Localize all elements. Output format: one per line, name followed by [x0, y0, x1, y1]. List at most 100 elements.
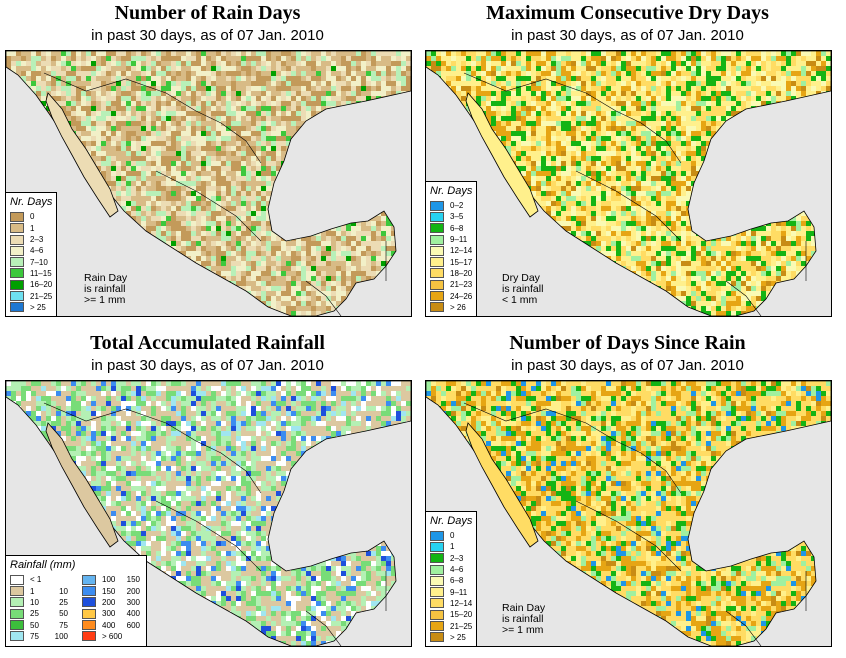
legend-swatch — [10, 586, 24, 597]
legend-item: 400 600 — [82, 619, 140, 631]
legend-title: Nr. Days — [10, 196, 53, 209]
legend-label: 21–25 — [30, 291, 53, 301]
panel-since-rain: Number of Days Since Rain in past 30 day… — [420, 330, 835, 652]
legend-label: 2–3 — [450, 553, 464, 563]
legend-item: 6–8 — [430, 223, 472, 234]
legend-item: 200 300 — [82, 597, 140, 608]
legend-item: 9–11 — [430, 587, 472, 598]
legend-item: 150 200 — [82, 586, 140, 597]
legend-swatch — [430, 211, 444, 222]
legend-item: 21–25 — [430, 620, 473, 632]
legend-swatch — [82, 574, 96, 585]
legend-item: 15–17 — [430, 257, 472, 268]
panel-subtitle: in past 30 days, as of 07 Jan. 2010 — [511, 357, 744, 374]
legend-range: 100 150 — [102, 575, 140, 585]
legend-range: 50 75 — [30, 620, 68, 630]
state-boundary — [43, 402, 262, 494]
legend-swatch — [10, 279, 24, 290]
legend-label: 9–11 — [450, 587, 468, 597]
legend-label: 15–20 — [450, 610, 473, 620]
legend-item: < 1 — [10, 574, 68, 585]
legend-label: 21–23 — [450, 280, 473, 290]
legend-item: 2–3 — [10, 234, 52, 245]
legend-swatch — [82, 620, 96, 631]
legend-swatch — [430, 291, 444, 302]
legend-item: 25 50 — [10, 608, 68, 619]
legend-item: > 25 — [10, 302, 52, 313]
panel-title: Number of Rain Days — [114, 2, 301, 24]
legend-item: 9–11 — [430, 234, 472, 245]
legend-range: 300 400 — [102, 609, 140, 619]
legend-item: 1 10 — [10, 586, 68, 597]
legend-item: 18–20 — [430, 268, 472, 279]
panel-rain-days: Number of Rain Days in past 30 days, as … — [0, 0, 415, 322]
legend-swatch — [10, 302, 24, 313]
legend-swatch — [430, 541, 444, 552]
legend-swatch — [430, 621, 444, 632]
legend-range: < 1 — [30, 575, 42, 585]
legend-item: 1 — [10, 223, 52, 234]
legend-swatch — [10, 291, 24, 302]
legend-label: 21–25 — [450, 621, 473, 631]
legend-swatch — [10, 245, 24, 256]
legend-label: 6–8 — [450, 223, 464, 233]
legend-swatch — [430, 268, 444, 279]
state-boundary — [575, 170, 682, 242]
legend-swatch — [10, 631, 24, 642]
state-boundary — [155, 500, 262, 572]
legend-label: 1 — [30, 223, 35, 233]
legend-swatch — [10, 223, 24, 234]
legend-item: 12–14 — [430, 245, 472, 256]
state-boundary — [463, 72, 682, 164]
legend-label: > 25 — [30, 302, 46, 312]
baja-peninsula — [465, 422, 539, 548]
legend-label: 12–14 — [450, 598, 473, 608]
legend-title: Nr. Days — [430, 515, 473, 528]
legend-item: 6–8 — [430, 575, 472, 586]
map-rain-days: Nr. Days 0 1 2–3 4–6 7–10 11–15 16–20 21–25 > 25… — [5, 50, 412, 317]
legend-item: > 26 — [430, 302, 472, 313]
legend-item: 10 25 — [10, 597, 68, 608]
legend-label: 0 — [450, 531, 455, 541]
legend-range: > 600 — [102, 631, 123, 641]
legend-label: 16–20 — [30, 280, 53, 290]
legend-swatch — [82, 608, 96, 619]
map-since-rain: Nr. Days 0 1 2–3 4–6 6–8 9–11 12–14 15–20 21–25 >… — [425, 380, 832, 647]
legend-label: 6–8 — [450, 576, 464, 586]
state-boundary — [155, 170, 262, 242]
map-dry-days: Nr. Days 0–2 3–5 6–8 9–11 12–14 15–17 18–20 21–… — [425, 50, 832, 317]
legend-item: > 600 — [82, 631, 140, 642]
legend-item: 7–10 — [10, 257, 52, 268]
legend-item: 11–15 — [10, 268, 52, 279]
panel-subtitle: in past 30 days, as of 07 Jan. 2010 — [91, 357, 324, 374]
legend-label: > 25 — [450, 632, 466, 642]
legend-item: 21–23 — [430, 279, 472, 290]
legend-item: 100 150 — [82, 574, 140, 585]
legend-label: 4–6 — [30, 246, 44, 256]
data-grid — [6, 51, 411, 316]
legend-swatch — [430, 530, 444, 541]
legend-item: 50 75 — [10, 619, 68, 631]
legend-swatch — [10, 620, 24, 631]
legend-swatch — [430, 279, 444, 290]
legend-item: 0–2 — [430, 200, 472, 211]
legend-item: 4–6 — [10, 245, 52, 256]
legend-label: 15–17 — [450, 257, 473, 267]
baja-peninsula — [45, 422, 119, 548]
legend-range: 10 25 — [30, 597, 68, 607]
legend-swatch — [430, 575, 444, 586]
legend-swatch — [10, 574, 24, 585]
legend-title: Nr. Days — [430, 185, 473, 198]
legend-item: 1 — [430, 541, 472, 552]
legend-item: 15–20 — [430, 609, 472, 620]
state-boundary — [305, 280, 342, 316]
panel-title: Maximum Consecutive Dry Days — [486, 2, 769, 24]
legend-swatch — [430, 223, 444, 234]
legend-label: 24–26 — [450, 291, 473, 301]
legend-swatch — [430, 234, 444, 245]
state-boundary — [305, 610, 342, 646]
legend-swatch — [10, 257, 24, 268]
legend-label: 7–10 — [30, 257, 48, 267]
legend-label: 1 — [450, 542, 455, 552]
legend-label: > 26 — [450, 302, 466, 312]
